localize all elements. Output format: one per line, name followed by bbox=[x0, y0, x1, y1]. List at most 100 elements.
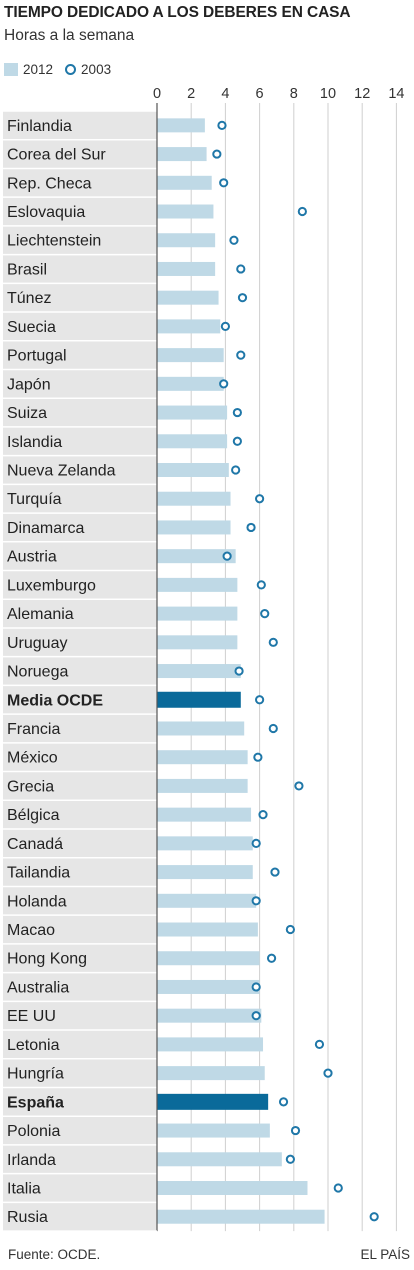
category-label: Irlanda bbox=[7, 1152, 56, 1169]
category-label: Media OCDE bbox=[7, 692, 103, 709]
dot-2003 bbox=[294, 781, 304, 791]
bar-2012 bbox=[157, 951, 260, 966]
dot-2003 bbox=[251, 896, 261, 906]
dot-2003 bbox=[268, 637, 278, 647]
legend: 2012 2003 bbox=[4, 62, 111, 77]
bar-2012 bbox=[157, 434, 228, 449]
x-tick-label: 8 bbox=[290, 86, 298, 102]
chart-title: TIEMPO DEDICADO A LOS DEBERES EN CASA bbox=[4, 4, 351, 21]
bar-2012 bbox=[157, 1181, 308, 1195]
category-label: Grecia bbox=[7, 778, 54, 795]
bar-2012 bbox=[157, 836, 253, 851]
dot-2003 bbox=[255, 695, 265, 705]
dot-2003 bbox=[212, 149, 222, 159]
category-label: Turquía bbox=[7, 491, 62, 508]
bar-2012 bbox=[157, 118, 205, 133]
category-label: Dinamarca bbox=[7, 520, 84, 537]
bar-chart: 0 2 4 6 8 10 12 14 Finlandia Corea del Sur Rep. Ch… bbox=[3, 86, 404, 1232]
dot-2003 bbox=[260, 609, 270, 619]
category-label: Uruguay bbox=[7, 635, 67, 652]
dot-2003 bbox=[231, 465, 241, 475]
bar-2012 bbox=[157, 290, 219, 305]
dot-2003 bbox=[246, 522, 256, 533]
x-tick-label: 10 bbox=[320, 86, 336, 102]
x-tick-label: 0 bbox=[153, 86, 161, 102]
bar-2012 bbox=[157, 922, 258, 937]
category-label: Túnez bbox=[7, 290, 51, 307]
bar-2012 bbox=[157, 491, 231, 506]
legend-swatch-2012 bbox=[4, 63, 18, 76]
legend-label-2012: 2012 bbox=[23, 62, 54, 77]
category-label: Holanda bbox=[7, 893, 67, 910]
category-label: EE UU bbox=[7, 1008, 56, 1025]
dot-2003 bbox=[253, 752, 263, 762]
bar-2012 bbox=[157, 606, 238, 621]
bar-2012 bbox=[157, 664, 241, 679]
bar-2012 bbox=[157, 893, 257, 908]
dot-2003 bbox=[290, 1125, 301, 1136]
publisher-credit: EL PAÍS bbox=[360, 1247, 410, 1262]
category-label: Suiza bbox=[7, 405, 47, 422]
category-label: Italia bbox=[7, 1181, 41, 1198]
dot-2003 bbox=[251, 838, 261, 848]
dot-2003 bbox=[278, 1097, 289, 1107]
dot-2003 bbox=[251, 1011, 261, 1021]
x-tick-label: 4 bbox=[221, 86, 229, 102]
dot-2003 bbox=[268, 723, 278, 734]
x-tick-label: 14 bbox=[388, 86, 404, 102]
bar-2012 bbox=[157, 750, 248, 765]
category-label: Liechtenstein bbox=[7, 233, 101, 250]
category-label: Suecia bbox=[7, 319, 56, 336]
label-column-bg bbox=[3, 111, 157, 1232]
source-note: Fuente: OCDE. bbox=[8, 1247, 101, 1262]
category-label: Letonia bbox=[7, 1037, 60, 1054]
dot-2003 bbox=[219, 379, 229, 389]
dot-2003 bbox=[232, 407, 242, 418]
category-label: Noruega bbox=[7, 664, 68, 681]
chart-subtitle: Horas a la semana bbox=[4, 27, 135, 44]
dot-2003 bbox=[285, 924, 295, 935]
category-label: Rusia bbox=[7, 1209, 48, 1226]
bar-2012 bbox=[157, 1152, 282, 1167]
bar-2012 bbox=[157, 147, 207, 162]
dot-2003 bbox=[222, 551, 232, 561]
dot-2003 bbox=[255, 494, 265, 504]
dot-2003 bbox=[369, 1212, 379, 1222]
category-label: Austria bbox=[7, 549, 57, 566]
dot-2003 bbox=[219, 178, 229, 188]
category-label: Macao bbox=[7, 922, 55, 939]
category-label: Nueva Zelanda bbox=[7, 463, 116, 480]
legend-label-2003: 2003 bbox=[81, 62, 112, 77]
dot-2003 bbox=[314, 1039, 325, 1050]
x-tick-label: 6 bbox=[256, 86, 264, 102]
bar-2012 bbox=[157, 807, 252, 822]
bar-2012 bbox=[157, 463, 229, 477]
bar-2012 bbox=[157, 1037, 264, 1052]
category-label: Brasil bbox=[7, 261, 47, 278]
bar-2012 bbox=[157, 520, 231, 535]
bar-2012 bbox=[157, 577, 238, 592]
bar-2012 bbox=[157, 1093, 269, 1110]
bar-2012 bbox=[157, 261, 216, 276]
bar-2012 bbox=[157, 1209, 325, 1224]
dot-2003 bbox=[266, 953, 277, 963]
category-label: Francia bbox=[7, 721, 60, 738]
dot-2003 bbox=[234, 666, 244, 676]
dot-2003 bbox=[220, 321, 230, 331]
category-label: España bbox=[7, 1094, 64, 1111]
dot-2003 bbox=[258, 810, 268, 820]
category-label: México bbox=[7, 750, 58, 767]
category-label: Hungría bbox=[7, 1066, 64, 1083]
bar-2012 bbox=[157, 376, 224, 391]
category-label: Alemania bbox=[7, 606, 74, 623]
category-label: Hong Kong bbox=[7, 951, 87, 968]
dot-2003 bbox=[256, 580, 266, 590]
bar-2012 bbox=[157, 778, 248, 793]
bar-2012 bbox=[157, 348, 224, 363]
bar-2012 bbox=[157, 405, 228, 420]
category-label: Corea del Sur bbox=[7, 147, 106, 164]
dot-2003 bbox=[323, 1068, 333, 1078]
bar-2012 bbox=[157, 1123, 270, 1138]
dot-2003 bbox=[251, 982, 261, 992]
bar-2012 bbox=[157, 979, 260, 994]
